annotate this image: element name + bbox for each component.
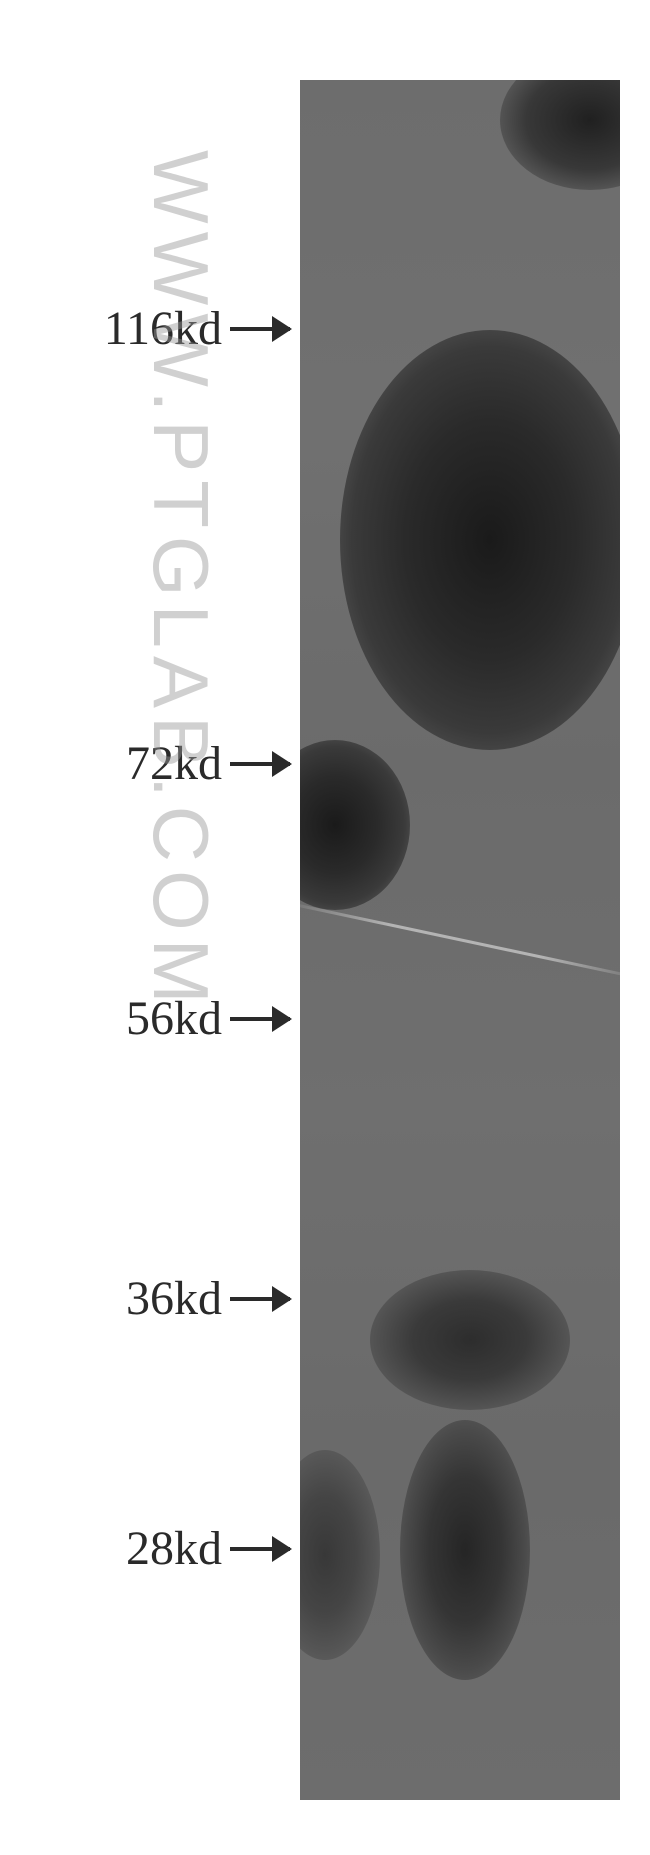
marker-label: 36kd [126, 1271, 222, 1326]
blot-band-28kd-left [300, 1450, 380, 1660]
mw-marker-36kd: 36kd [0, 1271, 290, 1326]
blot-smudge-top [500, 80, 620, 190]
western-blot-lane [300, 80, 620, 1800]
mw-marker-28kd: 28kd [0, 1521, 290, 1576]
arrow-icon [230, 1017, 290, 1021]
watermark-text: WWW.PTGLAB.COM [135, 150, 226, 1012]
marker-label: 72kd [126, 736, 222, 791]
marker-label: 116kd [104, 301, 222, 356]
blot-band-72kd [300, 740, 410, 910]
membrane-crease [300, 900, 620, 982]
mw-marker-56kd: 56kd [0, 991, 290, 1046]
arrow-icon [230, 1297, 290, 1301]
mw-marker-72kd: 72kd [0, 736, 290, 791]
blot-band-36kd [370, 1270, 570, 1410]
arrow-icon [230, 1547, 290, 1551]
marker-label: 56kd [126, 991, 222, 1046]
mw-marker-116kd: 116kd [0, 301, 290, 356]
blot-band-28kd-vert [400, 1420, 530, 1680]
blot-band-large [340, 330, 620, 750]
arrow-icon [230, 327, 290, 331]
arrow-icon [230, 762, 290, 766]
marker-label: 28kd [126, 1521, 222, 1576]
